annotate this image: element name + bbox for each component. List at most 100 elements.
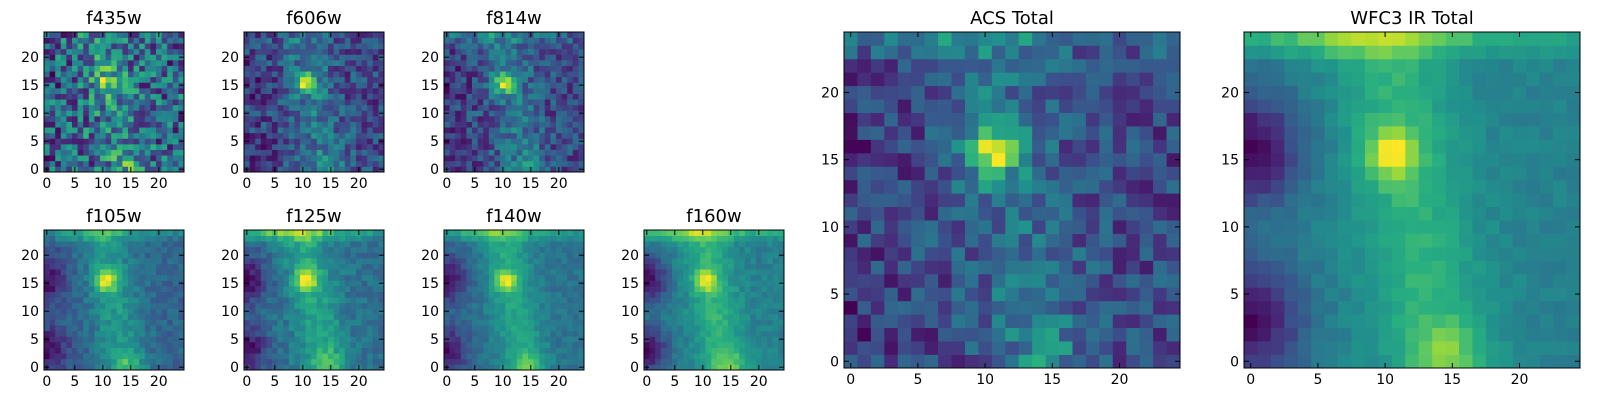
heatmap-cell: [128, 235, 134, 242]
heatmap-cell: [550, 76, 557, 83]
heatmap-cell: [322, 160, 329, 167]
heatmap-cell: [488, 37, 495, 44]
heatmap-cell: [444, 241, 450, 248]
heatmap-cell: [378, 347, 385, 354]
heatmap-cell: [300, 138, 306, 145]
heatmap-cell: [244, 269, 250, 276]
heatmap-cell: [55, 160, 62, 167]
heatmap-cell: [88, 274, 95, 281]
heatmap-cell: [572, 160, 579, 167]
heatmap-cell: [133, 353, 140, 360]
heatmap-cell: [283, 353, 290, 360]
heatmap-cell: [60, 252, 67, 259]
heatmap-cell: [533, 48, 540, 55]
heatmap-cell: [300, 235, 306, 242]
heatmap-cell: [533, 65, 540, 72]
heatmap-cell: [350, 258, 357, 264]
heatmap-cell: [350, 347, 357, 354]
heatmap-cell: [72, 121, 78, 128]
heatmap-cell: [505, 166, 512, 173]
heatmap-cell: [483, 149, 490, 156]
y-tick-label: 20: [621, 248, 639, 264]
heatmap-cell: [494, 314, 501, 320]
heatmap-cell: [122, 48, 129, 55]
heatmap-cell: [744, 241, 751, 248]
heatmap-cell: [260, 302, 267, 309]
heatmap-cell: [328, 149, 334, 156]
heatmap-cell: [367, 65, 374, 72]
heatmap-cell: [488, 319, 495, 326]
heatmap-cell: [249, 246, 256, 253]
heatmap-cell: [94, 325, 101, 332]
heatmap-cell: [750, 302, 757, 309]
heatmap-cell: [255, 166, 262, 173]
heatmap-cell: [94, 54, 101, 61]
heatmap-cell: [133, 65, 140, 72]
heatmap-cell: [455, 230, 462, 236]
heatmap-cell: [49, 138, 56, 145]
heatmap-cell: [55, 241, 62, 248]
heatmap-cell: [494, 302, 501, 309]
heatmap-cell: [378, 274, 385, 281]
heatmap-cell: [144, 43, 151, 50]
heatmap-cell: [544, 65, 551, 72]
heatmap-cell: [444, 263, 450, 270]
heatmap-cell: [567, 291, 574, 298]
heatmap-cell: [444, 60, 450, 66]
heatmap-cell: [77, 364, 84, 371]
heatmap-cell: [322, 43, 329, 50]
heatmap-cell: [578, 76, 585, 83]
heatmap-cell: [356, 71, 362, 78]
heatmap-cell: [94, 144, 101, 150]
heatmap-cell: [483, 93, 490, 100]
heatmap-cell: [494, 286, 501, 292]
heatmap-cell: [161, 48, 168, 55]
heatmap-cell: [150, 325, 157, 332]
heatmap-cell: [556, 314, 562, 320]
heatmap-cell: [333, 166, 340, 173]
heatmap-cell: [533, 314, 540, 320]
heatmap-cell: [522, 32, 529, 38]
heatmap-cell: [266, 342, 273, 348]
heatmap-cell: [1126, 220, 1141, 234]
heatmap-cell: [66, 297, 73, 304]
heatmap-cell: [178, 155, 185, 162]
heatmap-cell: [350, 127, 357, 134]
heatmap-image: [44, 32, 185, 173]
heatmap-cell: [100, 347, 106, 354]
heatmap-cell: [361, 149, 368, 156]
heatmap-cell: [260, 269, 267, 276]
heatmap-cell: [44, 347, 50, 354]
heatmap-cell: [255, 246, 262, 253]
heatmap-cell: [255, 93, 262, 100]
heatmap-cell: [567, 358, 574, 365]
heatmap-cell: [55, 116, 62, 122]
heatmap-cell: [105, 138, 112, 145]
heatmap-cell: [266, 166, 273, 173]
heatmap-cell: [924, 166, 939, 181]
heatmap-cell: [567, 302, 574, 309]
heatmap-cell: [356, 88, 362, 94]
heatmap-cell: [528, 286, 534, 292]
heatmap-cell: [705, 280, 712, 287]
heatmap-cell: [500, 302, 506, 309]
heatmap-cell: [255, 319, 262, 326]
heatmap-cell: [244, 99, 250, 106]
heatmap-cell: [167, 364, 174, 371]
heatmap-cell: [294, 235, 301, 242]
heatmap-cell: [83, 342, 90, 348]
heatmap-cell: [288, 280, 295, 287]
heatmap-cell: [572, 336, 579, 343]
heatmap-cell: [533, 297, 540, 304]
heatmap-cell: [522, 82, 529, 89]
heatmap-cell: [1112, 260, 1127, 275]
heatmap-cell: [494, 127, 501, 134]
heatmap-cell: [156, 127, 162, 134]
heatmap-cell: [144, 291, 151, 298]
heatmap-cell: [77, 132, 84, 139]
heatmap-cell: [361, 88, 368, 94]
heatmap-cell: [1085, 341, 1100, 355]
heatmap-cell: [1005, 247, 1020, 261]
heatmap-cell: [750, 269, 757, 276]
heatmap-cell: [44, 149, 50, 156]
